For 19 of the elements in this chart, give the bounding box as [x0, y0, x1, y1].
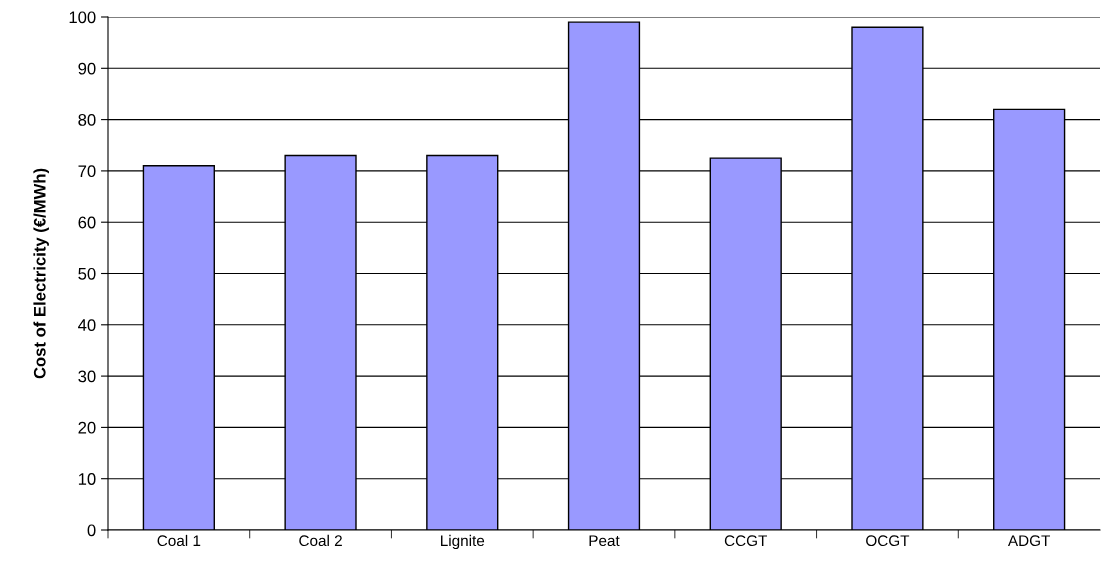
y-tick-label: 10 — [78, 473, 96, 485]
y-tick-label: 60 — [78, 216, 96, 229]
x-tick-label: CCGT — [724, 535, 768, 547]
y-tick-label: 0 — [87, 524, 96, 537]
y-axis-title: Cost of Electricity (€/MWh) — [33, 168, 49, 379]
y-tick-label: 80 — [78, 114, 96, 126]
x-tick-label: Coal 1 — [157, 534, 201, 547]
y-tick-label: 20 — [78, 421, 96, 434]
y-tick-label: 70 — [78, 165, 96, 178]
y-tick-label: 50 — [78, 267, 96, 280]
x-tick-label: Lignite — [441, 534, 485, 550]
y-tick-label: 100 — [69, 11, 96, 24]
y-tick-label: 90 — [78, 62, 96, 75]
x-tick-label: ADGT — [1007, 535, 1051, 547]
x-tick-label: Peat — [589, 535, 620, 547]
y-tick-label: 40 — [78, 319, 96, 331]
y-tick-label: 30 — [78, 370, 96, 383]
x-tick-label: OCGT — [866, 535, 910, 547]
x-tick-label: Coal 2 — [299, 534, 342, 547]
